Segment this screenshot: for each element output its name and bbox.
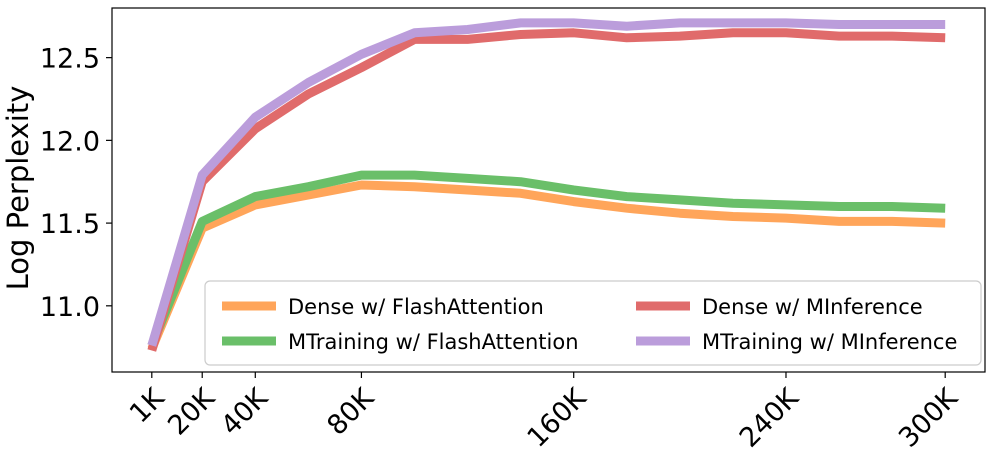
y-tick-label: 11.5 — [40, 209, 100, 240]
legend-label: MTraining w/ FlashAttention — [288, 330, 579, 354]
x-tick-label: 80K — [321, 382, 381, 442]
legend-label: Dense w/ MInference — [702, 295, 923, 319]
plot-area — [147, 18, 946, 352]
plot-frame — [111, 7, 986, 373]
series-line-2 — [147, 170, 946, 348]
y-tick-label: 11.0 — [40, 292, 100, 323]
series-line-3 — [147, 28, 946, 352]
x-tick-label: 300K — [893, 382, 965, 454]
legend-label: Dense w/ FlashAttention — [288, 295, 544, 319]
legend-label: MTraining w/ MInference — [702, 330, 957, 354]
x-tick-label: 20K — [162, 382, 222, 442]
x-tick-label: 40K — [215, 382, 275, 442]
legend: Dense w/ FlashAttention MTraining w/ Flas… — [204, 280, 982, 366]
y-axis-label: Log Perplexity — [1, 86, 35, 291]
legend-box — [204, 280, 982, 366]
y-tick-label: 12.0 — [40, 126, 100, 157]
series-line-1 — [147, 180, 946, 351]
series-line-4 — [147, 18, 946, 347]
x-tick-label: 240K — [734, 382, 806, 454]
y-tick-label: 12.5 — [40, 44, 100, 75]
x-tick-label: 160K — [522, 382, 594, 454]
